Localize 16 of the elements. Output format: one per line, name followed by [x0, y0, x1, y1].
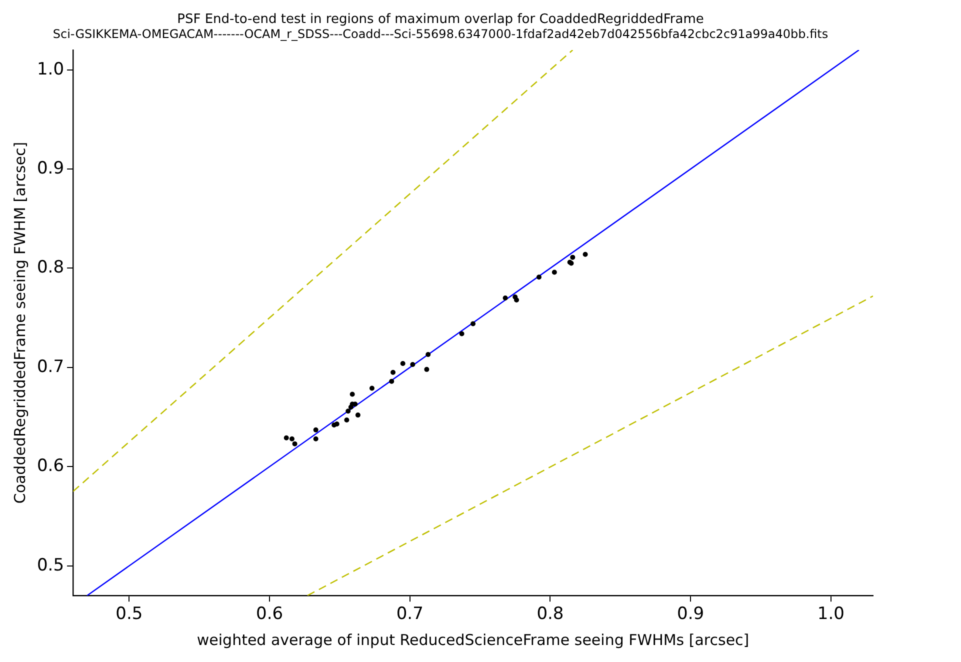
chart-title: PSF End-to-end test in regions of maximum overlap for CoaddedRegriddedFrame: [177, 12, 704, 28]
chart-subtitle: Sci-GSIKKEMA-OMEGACAM-------OCAM_r_SDSS---Coadd---Sci-55698.6347000-1fdaf2ad42eb7d042556bfa42cbc2c91a99a40bb.fits: [52, 26, 828, 41]
x-tick-label: 0.9: [677, 604, 704, 624]
x-axis-title: weighted average of input ReducedScienceFrame seeing FWHMs [arcsec]: [196, 630, 750, 649]
y-tick-label: 0.8: [36, 258, 64, 278]
x-tick-label: 0.8: [536, 604, 564, 624]
y-tick-label: 0.6: [36, 456, 64, 476]
x-tick-label: 0.7: [396, 604, 424, 624]
x-tick-label: 1.0: [817, 604, 844, 624]
y-tick-label: 1.0: [36, 59, 64, 80]
y-tick-label: 0.5: [36, 555, 64, 576]
y-axis-title: CoaddedRegriddedFrame seeing FWHM [arcsec]: [10, 142, 29, 504]
y-tick-label: 0.9: [36, 158, 64, 178]
x-tick-label: 0.6: [256, 604, 284, 624]
x-tick-label: 0.5: [116, 604, 143, 624]
y-tick-label: 0.7: [36, 356, 64, 377]
